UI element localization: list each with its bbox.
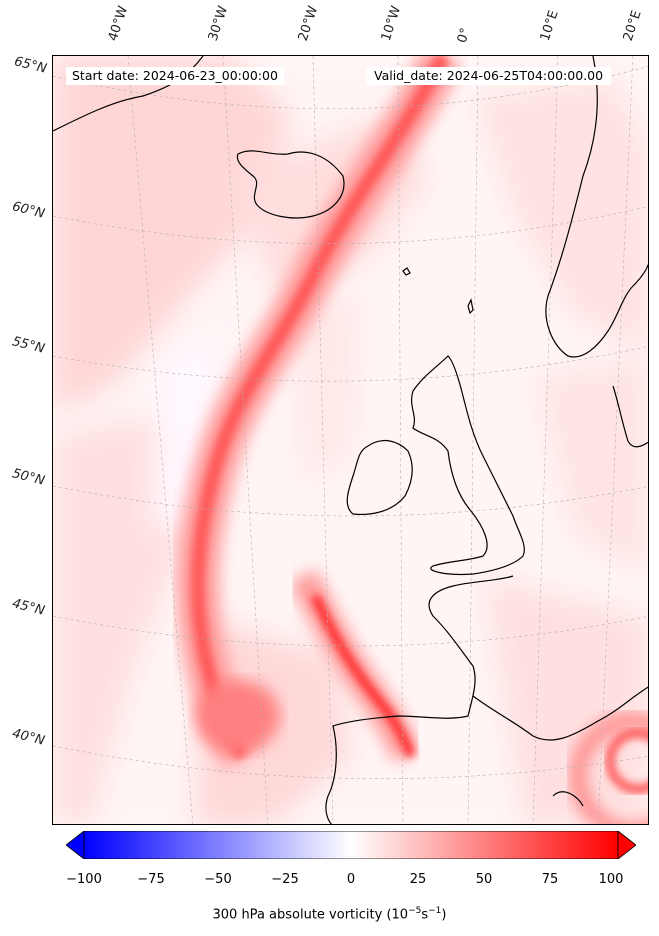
colorbar-label-main: 300 hPa absolute vorticity (10 <box>212 907 409 923</box>
colorbar-label-exp2: −1 <box>428 906 442 916</box>
lon-label-10w: 10°W <box>378 4 405 43</box>
lon-label-20w: 20°W <box>295 4 322 43</box>
start-date-label: Start date: 2024-06-23_00:00:00 <box>66 67 284 85</box>
lon-label-30w: 30°W <box>205 4 232 43</box>
colorbar-label-end: ) <box>441 907 447 923</box>
colorbar <box>66 831 636 859</box>
colorbar-tick: 0 <box>346 872 356 887</box>
colorbar-min-extend <box>66 831 85 859</box>
lat-label-45n: 45°N <box>10 596 47 619</box>
colorbar-label-mid: s <box>421 907 429 923</box>
lat-label-55n: 55°N <box>10 334 47 357</box>
colorbar-label: 300 hPa absolute vorticity (10−5s−1) <box>0 906 659 922</box>
colorbar-tick: −75 <box>137 872 165 887</box>
jet-stream-band <box>176 56 648 824</box>
colorbar-tick: 50 <box>475 872 493 887</box>
valid-date-label: Valid_date: 2024-06-25T04:00:00.00 <box>366 67 612 85</box>
lat-label-65n: 65°N <box>12 54 49 77</box>
lat-label-50n: 50°N <box>10 466 47 489</box>
graticule <box>53 56 648 824</box>
colorbar-tick: 75 <box>541 872 559 887</box>
lon-label-0: 0° <box>454 26 474 45</box>
colorbar-gradient <box>83 831 619 859</box>
colorbar-tick: 100 <box>598 872 624 887</box>
colorbar-label-exp1: −5 <box>408 906 422 916</box>
lon-label-20e: 20°E <box>620 8 645 44</box>
colorbar-max-extend <box>617 831 636 859</box>
colorbar-tick: −100 <box>66 872 102 887</box>
lon-label-40w: 40°W <box>105 4 132 43</box>
vorticity-map <box>53 56 648 824</box>
lat-label-40n: 40°N <box>10 726 47 749</box>
colorbar-tick: 25 <box>409 872 427 887</box>
lon-label-10e: 10°E <box>537 8 562 44</box>
colorbar-tick: −50 <box>204 872 232 887</box>
colorbar-tick: −25 <box>271 872 299 887</box>
lat-label-60n: 60°N <box>10 199 47 222</box>
map-panel <box>52 55 649 825</box>
